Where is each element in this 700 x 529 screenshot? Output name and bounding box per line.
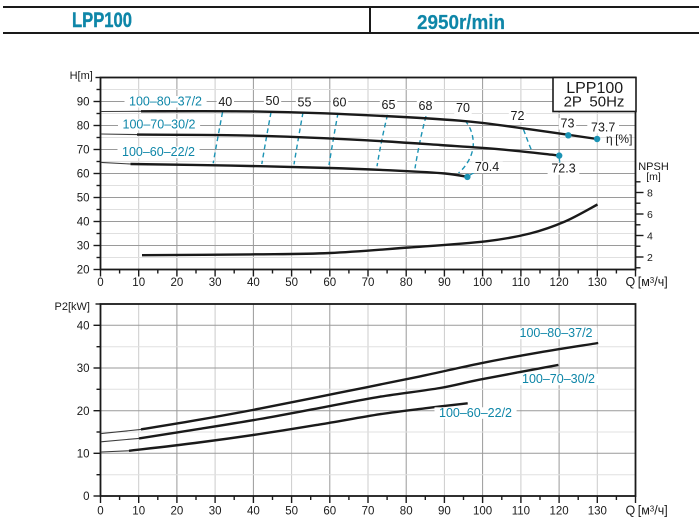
svg-text:2P 50Hz: 2P 50Hz (564, 94, 625, 111)
svg-text:72: 72 (511, 109, 525, 123)
svg-text:70: 70 (362, 506, 375, 518)
svg-text:20: 20 (171, 506, 184, 518)
svg-text:20: 20 (77, 265, 90, 277)
svg-text:100: 100 (473, 506, 492, 518)
svg-text:65: 65 (382, 98, 396, 112)
svg-text:8: 8 (647, 187, 653, 199)
svg-text:60: 60 (323, 277, 336, 289)
svg-text:Q [м3/ч]: Q [м3/ч] (626, 275, 668, 289)
svg-text:NPSH: NPSH (638, 161, 669, 173)
svg-text:130: 130 (588, 506, 607, 518)
svg-text:40: 40 (247, 506, 260, 518)
svg-text:80: 80 (400, 506, 413, 518)
svg-text:40: 40 (77, 321, 90, 333)
svg-text:70: 70 (77, 145, 90, 157)
svg-text:P2[kW]: P2[kW] (55, 301, 90, 313)
svg-text:30: 30 (209, 277, 222, 289)
svg-text:73.7: 73.7 (591, 120, 615, 134)
svg-text:10: 10 (132, 506, 145, 518)
svg-text:70: 70 (362, 277, 375, 289)
svg-text:LPP100: LPP100 (566, 80, 623, 97)
svg-text:90: 90 (438, 506, 451, 518)
svg-text:40: 40 (247, 277, 260, 289)
svg-text:4: 4 (647, 230, 653, 242)
svg-text:73: 73 (561, 117, 575, 131)
svg-text:100–80–37/2: 100–80–37/2 (520, 326, 593, 340)
svg-text:100–70–30/2: 100–70–30/2 (123, 117, 196, 131)
svg-text:10: 10 (132, 277, 145, 289)
svg-text:60: 60 (77, 169, 90, 181)
svg-text:40: 40 (218, 95, 232, 109)
svg-text:120: 120 (550, 506, 569, 518)
svg-text:68: 68 (419, 99, 433, 113)
svg-text:30: 30 (77, 363, 90, 375)
svg-text:100–60–22/2: 100–60–22/2 (439, 406, 512, 420)
svg-text:90: 90 (438, 277, 451, 289)
svg-text:2: 2 (647, 252, 653, 264)
svg-text:60: 60 (323, 506, 336, 518)
svg-text:Q [м3/ч]: Q [м3/ч] (626, 504, 668, 518)
svg-text:120: 120 (550, 277, 569, 289)
svg-text:0: 0 (97, 277, 103, 289)
svg-text:100: 100 (473, 277, 492, 289)
svg-text:80: 80 (77, 121, 90, 133)
svg-text:20: 20 (171, 277, 184, 289)
svg-text:50: 50 (266, 94, 280, 108)
svg-text:55: 55 (298, 96, 312, 110)
svg-text:50: 50 (285, 506, 298, 518)
svg-text:72.3: 72.3 (551, 162, 575, 176)
svg-text:30: 30 (209, 506, 222, 518)
svg-text:100–80–37/2: 100–80–37/2 (129, 95, 202, 109)
svg-text:H[m]: H[m] (70, 70, 93, 82)
svg-text:6: 6 (647, 209, 653, 221)
svg-text:0: 0 (83, 491, 89, 503)
svg-text:60: 60 (333, 96, 347, 110)
svg-text:η [%]: η [%] (606, 132, 632, 146)
svg-text:90: 90 (77, 97, 90, 109)
svg-text:70: 70 (456, 101, 470, 115)
svg-text:50: 50 (77, 193, 90, 205)
svg-text:[m]: [m] (646, 171, 661, 183)
svg-text:70.4: 70.4 (475, 160, 499, 174)
svg-text:30: 30 (77, 241, 90, 253)
svg-text:0: 0 (97, 506, 103, 518)
svg-text:80: 80 (400, 277, 413, 289)
svg-text:40: 40 (77, 217, 90, 229)
svg-text:130: 130 (588, 277, 607, 289)
svg-text:110: 110 (512, 506, 530, 518)
svg-text:110: 110 (512, 277, 530, 289)
svg-text:50: 50 (285, 277, 298, 289)
svg-text:100–70–30/2: 100–70–30/2 (522, 372, 595, 386)
svg-text:20: 20 (77, 406, 90, 418)
svg-text:100–60–22/2: 100–60–22/2 (122, 145, 195, 159)
svg-text:10: 10 (77, 449, 90, 461)
